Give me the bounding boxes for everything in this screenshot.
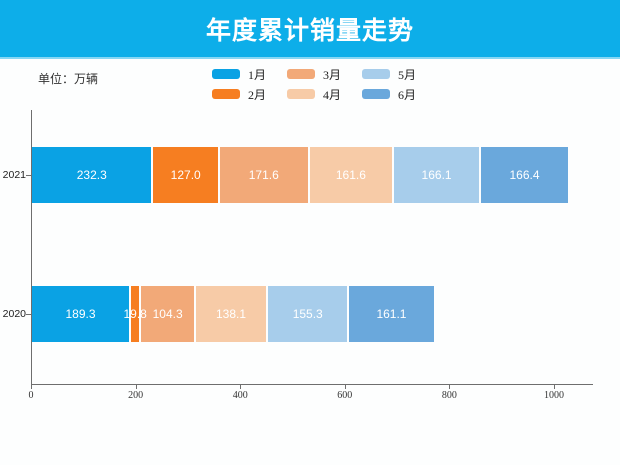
bar-segment-label: 19.8 (123, 307, 147, 321)
bar-segment-5月: 155.3 (268, 286, 350, 342)
legend-swatch (362, 89, 390, 99)
legend-label: 4月 (323, 87, 342, 102)
bar-segment-4月: 138.1 (195, 286, 269, 342)
app-header: 年度累计销量走势 (0, 0, 620, 59)
x-tick (554, 385, 555, 389)
x-tick-label: 600 (337, 390, 353, 401)
x-tick-label: 0 (28, 390, 34, 401)
bar-segment-3月: 104.3 (141, 286, 196, 342)
bar-segment-1月: 189.3 (32, 286, 131, 342)
x-tick (344, 385, 346, 389)
bar-segment-label: 104.3 (152, 307, 183, 321)
legend-item: 6月 (362, 84, 416, 104)
legend-label: 2月 (248, 87, 267, 102)
x-tick-label: 800 (441, 390, 457, 401)
bar-segment-2月: 127.0 (153, 147, 220, 203)
legend-swatch (212, 89, 240, 99)
legend-label: 1月 (248, 67, 267, 82)
bar-segment-label: 161.1 (376, 307, 407, 321)
bar-row-2021: 232.3 127.0 171.6 161.6 166.1 166.4 (32, 147, 569, 203)
x-tick-label: 200 (128, 390, 144, 401)
legend-item: 3月 (287, 64, 341, 84)
legend-label: 6月 (398, 87, 417, 102)
bar-segment-label: 127.0 (170, 168, 201, 182)
year-label: 2021 (2, 169, 26, 181)
bar-segment-4月: 161.6 (309, 147, 395, 203)
legend-item: 5月 (362, 64, 416, 84)
y-tick (26, 314, 31, 315)
legend-swatch (212, 69, 240, 79)
bar-segment-label: 171.6 (248, 168, 279, 182)
x-tick (135, 385, 137, 389)
y-axis-line (31, 110, 32, 384)
legend: 1月 2月 3月 4月 5月 6月 (212, 64, 416, 104)
legend-item: 2月 (212, 84, 266, 104)
x-tick (240, 385, 242, 389)
unit-label: 单位：万辆 (38, 72, 99, 86)
x-tick-label: 1000 (544, 390, 564, 401)
bar-segment-label: 189.3 (65, 307, 96, 321)
x-tick-label: 400 (232, 390, 248, 401)
bar-segment-label: 155.3 (292, 307, 323, 321)
legend-item: 4月 (287, 84, 341, 104)
bar-segment-label: 161.6 (335, 168, 366, 182)
page-title: 年度累计销量走势 (205, 16, 414, 45)
bar-segment-3月: 171.6 (219, 147, 310, 203)
bar-segment-6月: 161.1 (349, 286, 434, 342)
bar-segment-label: 166.1 (421, 168, 452, 182)
y-tick (26, 175, 31, 176)
legend-item: 1月 (212, 64, 266, 84)
legend-swatch (287, 69, 315, 79)
bar-segment-2月: 19.8 (124, 286, 147, 342)
x-tick (449, 385, 451, 389)
bar-segment-1月: 232.3 (32, 147, 154, 203)
legend-label: 5月 (398, 67, 417, 82)
bar-segment-label: 166.4 (509, 168, 540, 182)
legend-swatch (287, 89, 315, 99)
legend-swatch (362, 69, 390, 79)
x-axis-line (31, 384, 593, 385)
bar-segment-6月: 166.4 (481, 147, 569, 203)
year-label: 2020 (2, 308, 26, 320)
legend-label: 3月 (323, 67, 342, 82)
bar-row-2020: 189.3 19.8 104.3 138.1 155.3 161.1 (32, 286, 434, 342)
bar-segment-label: 138.1 (215, 307, 247, 321)
bar-segment-5月: 166.1 (394, 147, 481, 203)
x-tick (31, 385, 32, 389)
bar-segment-label: 232.3 (76, 168, 107, 182)
